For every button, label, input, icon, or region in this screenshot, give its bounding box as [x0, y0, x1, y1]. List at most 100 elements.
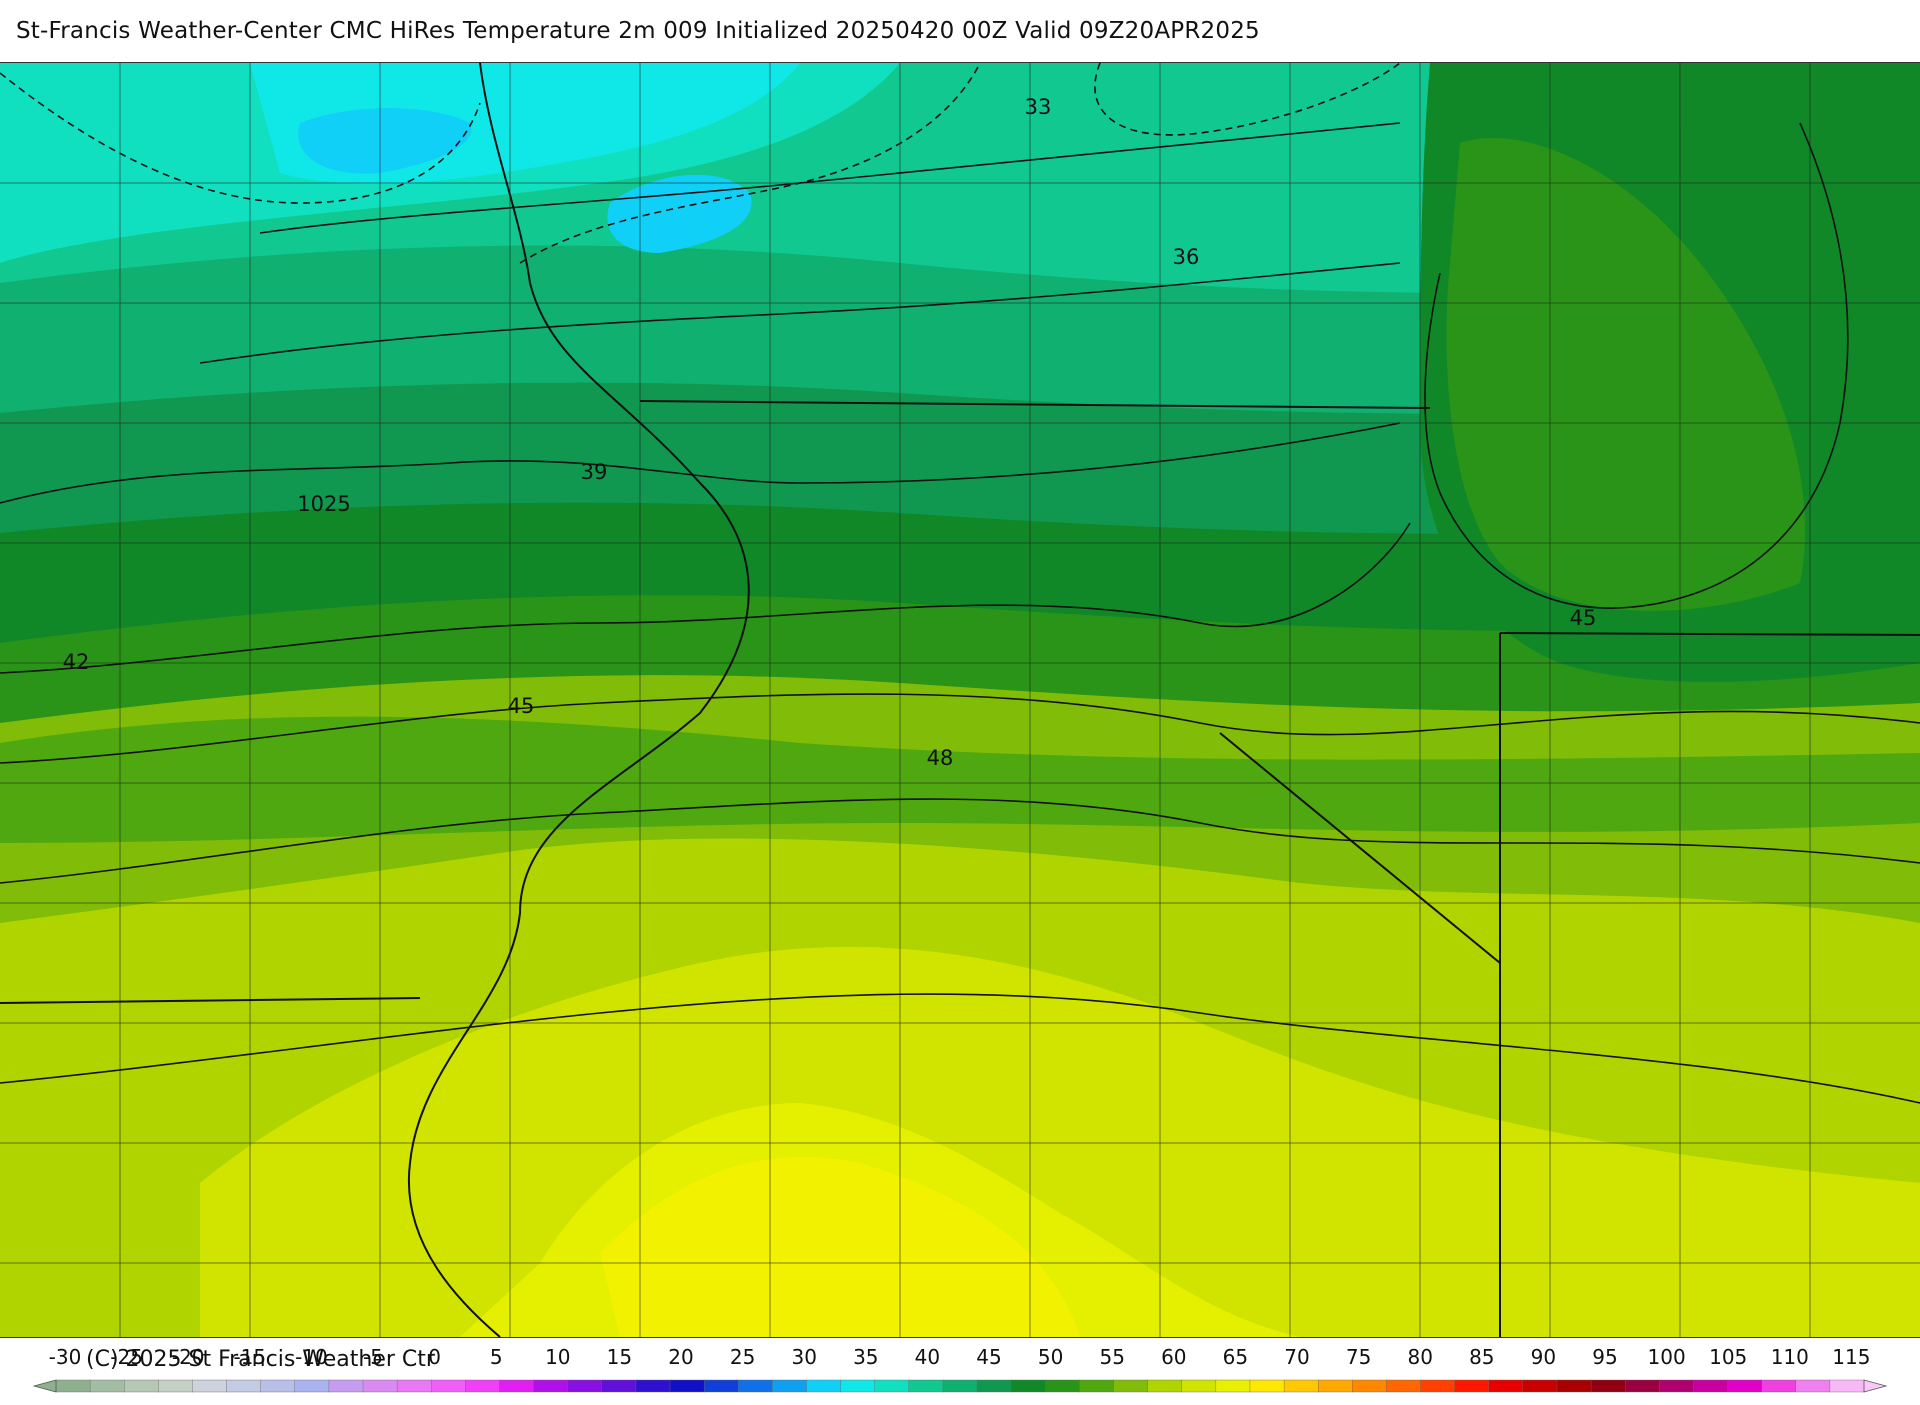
colorbar-tick-label: 45	[976, 1345, 1001, 1369]
colorbar-tick-label: 85	[1469, 1345, 1494, 1369]
colorbar-cell	[1113, 1379, 1149, 1393]
colorbar-cell	[1215, 1379, 1251, 1393]
colorbar-cell	[158, 1379, 194, 1393]
cold-pocket-2	[607, 174, 752, 253]
colorbar-tick-label: 115	[1832, 1345, 1870, 1369]
colorbar-cell	[1522, 1379, 1558, 1393]
colorbar-cell	[772, 1379, 808, 1393]
copyright-notice: (C) 2025 St Francis Weather Ctr	[86, 1347, 435, 1372]
colorbar-tick-label: 80	[1407, 1345, 1432, 1369]
colorbar-cell	[328, 1379, 364, 1393]
colorbar-cell	[1147, 1379, 1183, 1393]
colorbar-cell	[55, 1379, 91, 1393]
colorbar-tick-label: 35	[853, 1345, 878, 1369]
colorbar-cell	[192, 1379, 228, 1393]
colorbar-cells	[55, 1379, 1865, 1393]
temperature-colorbar: -30 -25 -20 -15 -10 -5 0 5 10 15 20 25 30 35 40 45 50 55 6…	[0, 1336, 1920, 1400]
colorbar-tick-label: -15	[233, 1345, 266, 1369]
colorbar-cell	[1693, 1379, 1729, 1393]
isobar-contours	[0, 122, 1920, 1104]
colorbar-tick-label: 105	[1709, 1345, 1747, 1369]
colorbar-cell	[294, 1379, 330, 1393]
colorbar-cell	[1386, 1379, 1422, 1393]
colorbar-cell	[1488, 1379, 1524, 1393]
colorbar-tick-label: -20	[172, 1345, 205, 1369]
colorbar-cell	[1727, 1379, 1763, 1393]
colorbar-cell	[1010, 1379, 1046, 1393]
colorbar-tick-label: -10	[295, 1345, 328, 1369]
contour-label: 1025	[297, 492, 350, 516]
warm-green-east-core	[1446, 138, 1806, 611]
colorbar-tick-label: 0	[428, 1345, 441, 1369]
colorbar-cell	[1352, 1379, 1388, 1393]
colorbar-cell	[1181, 1379, 1217, 1393]
colorbar-tick-label: 110	[1771, 1345, 1809, 1369]
colorbar-cell	[1283, 1379, 1319, 1393]
contour-label: 36	[1173, 245, 1200, 269]
colorbar-tick-label: 55	[1099, 1345, 1124, 1369]
colorbar-cell	[226, 1379, 262, 1393]
colorbar-right-arrow	[1863, 1379, 1888, 1393]
colorbar-tick-label: 100	[1648, 1345, 1686, 1369]
colorbar-cell	[431, 1379, 467, 1393]
map-title: St-Francis Weather-Center CMC HiRes Temp…	[16, 18, 1260, 44]
colorbar-tick-label: 60	[1161, 1345, 1186, 1369]
colorbar-cell	[1795, 1379, 1831, 1393]
colorbar-tick-label: -5	[363, 1345, 383, 1369]
colorbar-cell	[499, 1379, 535, 1393]
colorbar-cell	[396, 1379, 432, 1393]
colorbar-cell	[601, 1379, 637, 1393]
colorbar-cell	[942, 1379, 978, 1393]
contour-label-group: 33 36 39 1025 42 45 48 45	[63, 95, 1597, 770]
contour-label: 45	[1570, 606, 1597, 630]
colorbar-tick-label: 5	[490, 1345, 503, 1369]
colorbar-tick-label: 90	[1531, 1345, 1556, 1369]
colorbar-tick-label: -25	[110, 1345, 143, 1369]
colorbar-cell	[1659, 1379, 1695, 1393]
contour-label: 33	[1025, 95, 1052, 119]
colorbar-cell	[703, 1379, 739, 1393]
colorbar-cell	[362, 1379, 398, 1393]
contour-label: 45	[508, 694, 535, 718]
contour-label: 48	[927, 746, 954, 770]
colorbar-cell	[533, 1379, 569, 1393]
colorbar-tick-label: 30	[791, 1345, 816, 1369]
colorbar-cell	[806, 1379, 842, 1393]
colorbar-cell	[89, 1379, 125, 1393]
freezing-contours	[0, 63, 1401, 264]
colorbar-cell	[669, 1379, 705, 1393]
colorbar-cell	[1079, 1379, 1115, 1393]
colorbar-tick-label: -30	[49, 1345, 82, 1369]
colorbar-cell	[635, 1379, 671, 1393]
colorbar-tick-label: 75	[1346, 1345, 1371, 1369]
colorbar-cell	[124, 1379, 160, 1393]
contour-label: 42	[63, 650, 90, 674]
cold-pocket-1	[298, 108, 472, 174]
colorbar-cell	[1045, 1379, 1081, 1393]
colorbar-tick-label: 70	[1284, 1345, 1309, 1369]
colorbar-cell	[1420, 1379, 1456, 1393]
colorbar-tick-label: 95	[1592, 1345, 1617, 1369]
colorbar-tick-label: 10	[545, 1345, 570, 1369]
band-yellow-core	[600, 1157, 1080, 1337]
colorbar-cell	[738, 1379, 774, 1393]
colorbar-tick-label: 50	[1038, 1345, 1063, 1369]
temperature-map: 33 36 39 1025 42 45 48 45	[0, 62, 1920, 1338]
colorbar-cell	[908, 1379, 944, 1393]
colorbar-cell	[260, 1379, 296, 1393]
temperature-fill	[0, 63, 1920, 1337]
colorbar-cell	[465, 1379, 501, 1393]
colorbar-cell	[840, 1379, 876, 1393]
contour-label: 39	[581, 460, 608, 484]
colorbar-cell	[1317, 1379, 1354, 1393]
colorbar-cell	[1454, 1379, 1490, 1393]
colorbar-tick-label: 25	[730, 1345, 755, 1369]
colorbar-cell	[874, 1379, 910, 1393]
colorbar-cell	[976, 1379, 1012, 1393]
colorbar-tick-labels: -30 -25 -20 -15 -10 -5 0 5 10 15 20 25 30 35 40 45 50 55 6…	[49, 1345, 1871, 1369]
colorbar-tick-label: 65	[1223, 1345, 1248, 1369]
colorbar-cell	[1249, 1379, 1285, 1393]
band-green-45b	[0, 716, 1920, 843]
colorbar-left-arrow	[32, 1379, 57, 1393]
colorbar-cell	[567, 1379, 603, 1393]
